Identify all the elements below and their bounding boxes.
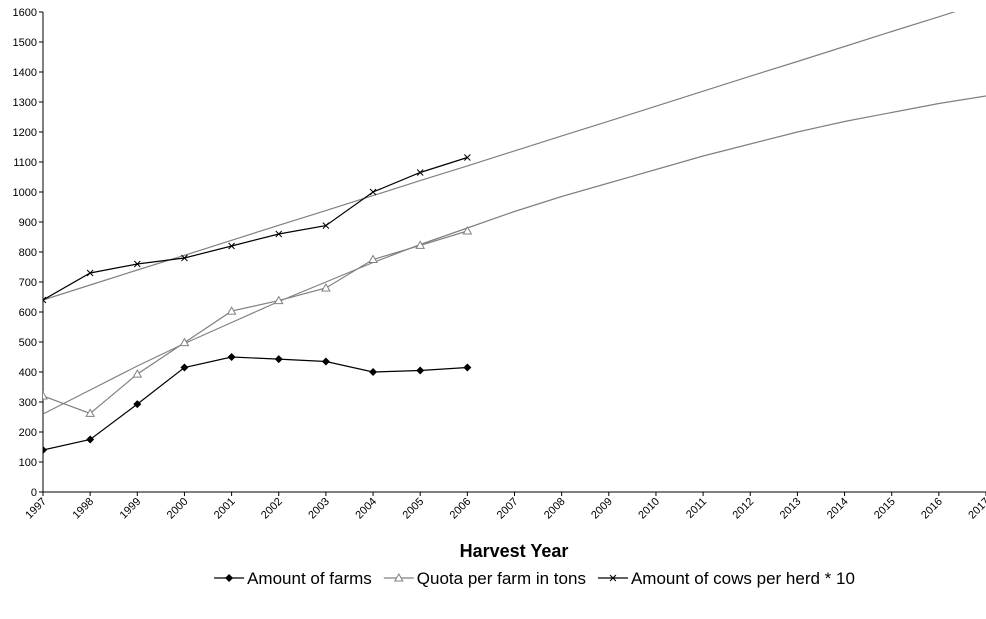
x-tick-label: 2007 <box>495 496 521 522</box>
x-tick-label: 2016 <box>919 496 945 522</box>
marker <box>369 188 377 196</box>
x-tick-label: 2006 <box>448 496 474 522</box>
marker <box>86 435 95 444</box>
marker <box>228 242 235 250</box>
marker <box>225 574 234 582</box>
x-tick-label: 2011 <box>684 496 709 521</box>
marker <box>463 154 471 161</box>
y-tick-label: 600 <box>19 307 37 319</box>
marker <box>275 230 283 238</box>
x-tick-label: 2009 <box>589 496 615 522</box>
marker <box>43 296 47 304</box>
y-tick-label: 500 <box>19 337 37 349</box>
marker <box>321 282 331 292</box>
marker <box>416 366 425 375</box>
series-line <box>43 230 468 415</box>
y-tick-label: 800 <box>19 247 37 259</box>
x-tick-label: 2012 <box>731 496 757 522</box>
marker <box>86 269 94 277</box>
y-tick-label: 100 <box>19 457 37 469</box>
y-tick-label: 0 <box>31 487 37 499</box>
marker <box>85 408 96 417</box>
x-tick-label: 2010 <box>636 496 662 522</box>
marker <box>132 369 143 378</box>
trend-line <box>43 95 986 415</box>
x-tick-label: 2008 <box>542 496 568 522</box>
y-tick-label: 200 <box>19 427 37 439</box>
marker <box>415 240 426 249</box>
x-tick-label: 2015 <box>872 496 898 522</box>
x-tick-label: 1997 <box>23 496 49 522</box>
series-line <box>43 356 468 451</box>
y-tick-label: 300 <box>19 397 37 409</box>
x-tick-label: 2014 <box>825 496 851 522</box>
y-tick-label: 1500 <box>13 37 37 49</box>
marker <box>393 572 404 582</box>
marker <box>133 400 142 409</box>
marker <box>227 353 236 361</box>
marker <box>179 337 190 347</box>
y-tick-label: 1000 <box>13 187 37 199</box>
x-tick-label: 2004 <box>353 496 379 522</box>
x-tick-label: 2013 <box>778 496 804 522</box>
series-line <box>43 156 468 301</box>
marker <box>43 446 47 454</box>
marker <box>181 254 188 262</box>
y-tick-label: 700 <box>19 277 37 289</box>
marker <box>274 355 283 364</box>
x-axis-title: Harvest Year <box>460 541 569 561</box>
marker <box>321 357 330 366</box>
marker <box>462 225 473 235</box>
legend-label: Amount of farms <box>247 569 372 588</box>
x-tick-label: 2017 <box>966 496 986 522</box>
marker <box>43 390 48 400</box>
marker <box>322 222 330 229</box>
legend: Amount of farms Quota per farm in tons Amo… <box>214 569 855 588</box>
x-tick-label: 1998 <box>70 496 96 522</box>
marker <box>180 363 189 372</box>
x-tick-label: 2005 <box>401 496 427 522</box>
x-tick-label: 1999 <box>118 496 144 522</box>
plot-area <box>43 12 986 454</box>
marker <box>369 368 378 376</box>
marker <box>226 306 237 315</box>
x-tick-label: 2001 <box>212 496 238 522</box>
y-tick-label: 900 <box>19 217 37 229</box>
legend-label: Amount of cows per herd * 10 <box>631 569 855 588</box>
legend-label: Quota per farm in tons <box>417 569 586 588</box>
x-tick-label: 2003 <box>306 496 332 522</box>
marker <box>368 254 378 263</box>
marker <box>416 169 424 176</box>
y-tick-label: 400 <box>19 367 37 379</box>
x-tick-label: 2000 <box>165 496 191 522</box>
marker <box>463 363 472 372</box>
y-tick-label: 1300 <box>13 97 37 109</box>
y-tick-label: 1400 <box>13 67 37 79</box>
marker <box>133 260 141 268</box>
y-tick-label: 1600 <box>13 7 37 19</box>
y-tick-label: 1200 <box>13 127 37 139</box>
x-tick-label: 2002 <box>259 496 285 522</box>
marker <box>273 295 284 305</box>
marker <box>609 574 617 582</box>
trend-line <box>43 12 956 301</box>
y-tick-label: 1100 <box>13 157 37 169</box>
